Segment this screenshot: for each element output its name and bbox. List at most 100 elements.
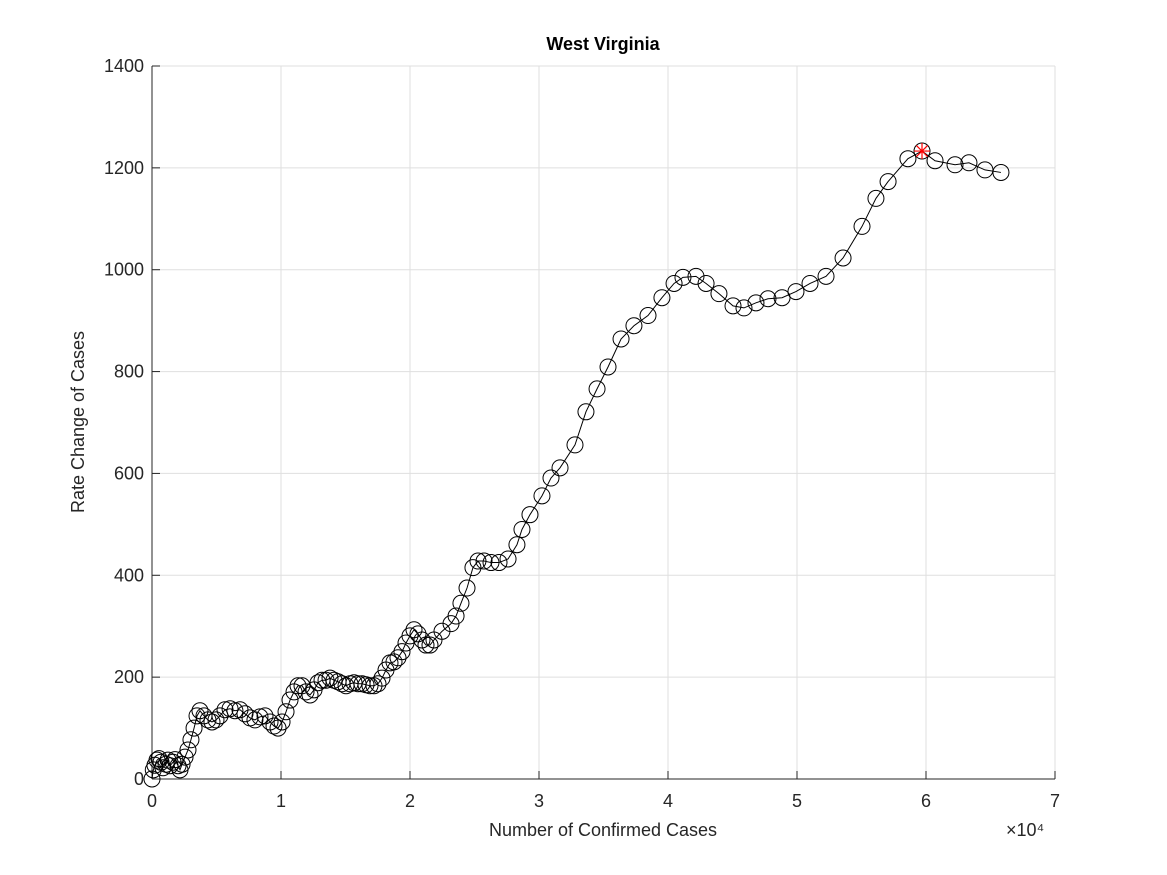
circle-marker [879, 173, 897, 191]
circle-marker [211, 707, 229, 725]
circle-marker [179, 741, 197, 759]
circle-marker [281, 691, 299, 709]
circle-marker [188, 707, 206, 725]
x-exponent: ×10⁴ [1006, 820, 1044, 840]
circle-marker [413, 631, 431, 649]
circle-marker [834, 249, 852, 267]
circle-marker [542, 469, 560, 487]
circle-marker [458, 579, 476, 597]
circle-marker [899, 150, 917, 168]
circle-marker [653, 289, 671, 307]
series-line [151, 150, 1002, 780]
circle-marker [735, 299, 753, 317]
circle-marker [301, 686, 319, 704]
circle-marker [369, 675, 387, 693]
circle-marker [317, 671, 335, 689]
circle-marker [389, 649, 407, 667]
circle-marker [926, 152, 944, 170]
circle-marker [773, 289, 791, 307]
circle-marker [612, 330, 630, 348]
circle-marker [639, 307, 657, 325]
x-tick-label: 3 [534, 791, 544, 811]
circle-marker [513, 520, 531, 538]
circle-marker [599, 358, 617, 376]
circle-marker [256, 707, 274, 725]
y-tick-label: 400 [114, 565, 144, 585]
y-axis-label: Rate Change of Cases [68, 331, 88, 513]
circle-marker [697, 274, 715, 292]
x-tick-label: 0 [147, 791, 157, 811]
circle-marker [361, 677, 379, 695]
circle-marker [321, 669, 339, 687]
x-tick-label: 2 [405, 791, 415, 811]
circle-marker [269, 719, 287, 737]
circle-marker [801, 274, 819, 292]
circle-marker [551, 459, 569, 477]
circle-marker [297, 683, 315, 701]
y-tick-label: 0 [134, 769, 144, 789]
circle-marker [665, 274, 683, 292]
circle-marker [674, 268, 692, 286]
circle-marker [946, 156, 964, 174]
circle-marker [176, 748, 194, 766]
circle-marker [588, 380, 606, 398]
circle-marker [277, 703, 295, 721]
y-tick-label: 1200 [104, 158, 144, 178]
circle-marker [373, 669, 391, 687]
circle-marker [566, 436, 584, 454]
circle-marker [421, 636, 439, 654]
circle-marker [787, 283, 805, 301]
circle-marker [710, 285, 728, 303]
x-tick-label: 4 [663, 791, 673, 811]
circle-marker [521, 506, 539, 524]
circle-marker [960, 154, 978, 172]
circle-marker [464, 559, 482, 577]
star-marker [914, 143, 931, 160]
circle-marker [853, 217, 871, 235]
circle-marker [992, 163, 1010, 181]
x-tick-label: 1 [276, 791, 286, 811]
circle-marker [265, 717, 283, 735]
chart-title: West Virginia [546, 34, 660, 54]
circle-marker [625, 317, 643, 335]
circle-marker [161, 757, 179, 775]
circle-marker [417, 636, 435, 654]
circle-marker [475, 552, 493, 570]
y-tick-label: 800 [114, 362, 144, 382]
circle-marker [490, 554, 508, 572]
circle-marker [452, 594, 470, 612]
circle-marker [577, 403, 595, 421]
y-tick-label: 200 [114, 667, 144, 687]
circle-marker [182, 731, 200, 749]
circle-marker [687, 267, 705, 285]
x-tick-label: 5 [792, 791, 802, 811]
circle-marker [251, 708, 269, 726]
circle-marker [447, 607, 465, 625]
circle-marker [216, 701, 234, 719]
circle-marker [747, 294, 765, 312]
y-tick-label: 1000 [104, 260, 144, 280]
circle-marker [533, 487, 551, 505]
circle-marker [207, 711, 225, 729]
circle-marker [469, 552, 487, 570]
circle-marker [199, 711, 217, 729]
circle-marker [246, 711, 264, 729]
x-tick-label: 6 [921, 791, 931, 811]
x-axis-label: Number of Confirmed Cases [489, 820, 717, 840]
circle-marker [226, 702, 244, 720]
circle-marker [482, 554, 500, 572]
y-tick-label: 1400 [104, 56, 144, 76]
circle-marker [401, 627, 419, 645]
circle-marker [185, 719, 203, 737]
x-tick-label: 7 [1050, 791, 1060, 811]
circle-marker [759, 290, 777, 308]
circle-marker [273, 713, 291, 731]
y-tick-label: 600 [114, 463, 144, 483]
circle-marker [143, 770, 161, 788]
circle-marker [867, 189, 885, 207]
circle-marker [817, 267, 835, 285]
circle-marker [724, 297, 742, 315]
circle-marker [393, 643, 411, 661]
circle-marker [409, 625, 427, 643]
